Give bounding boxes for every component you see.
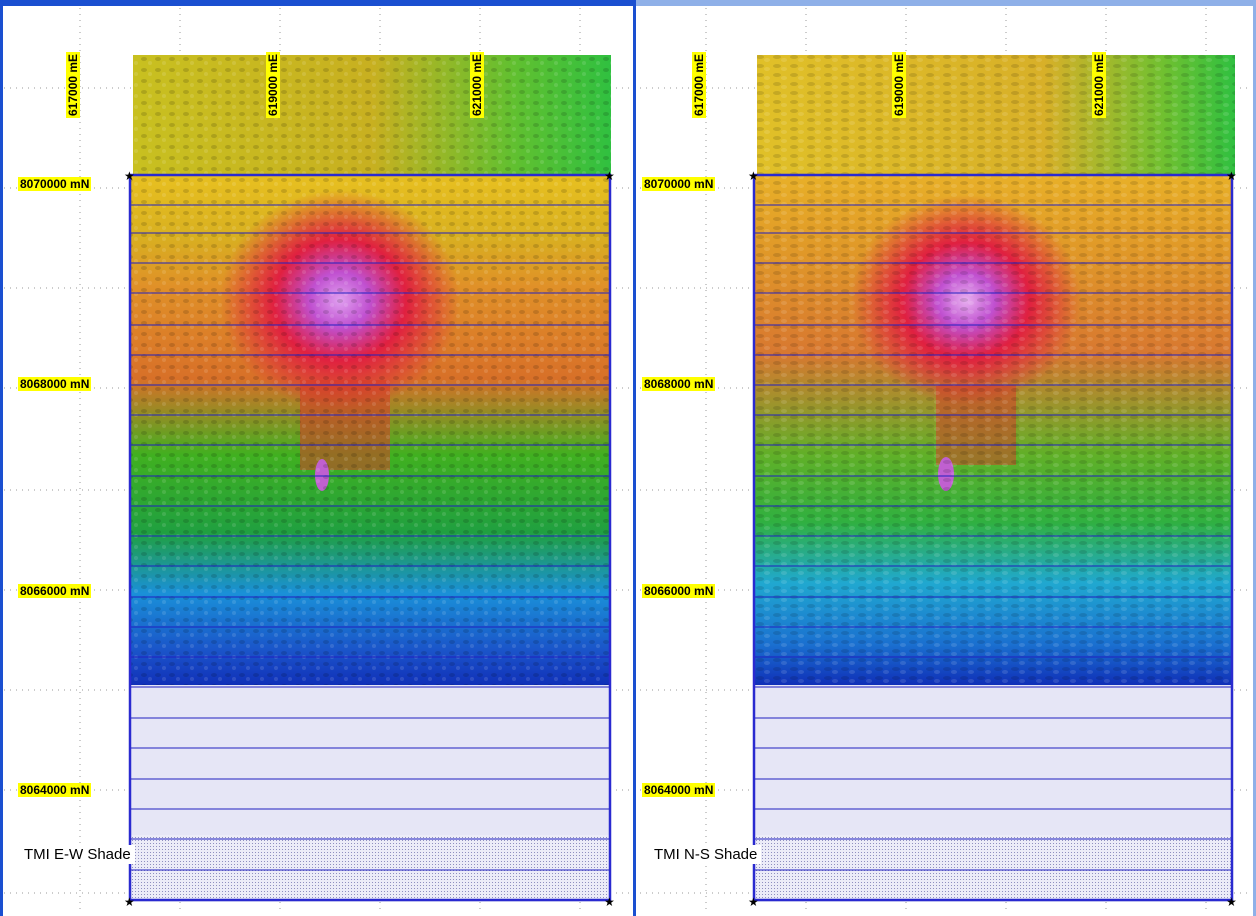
corner-markers: ★ ★ ★ ★ [748, 169, 1237, 909]
map-title: TMI N-S Shade [650, 845, 762, 864]
map-panel-ns-shade[interactable]: ★ ★ ★ ★ 617000 mE 619000 mE 621000 mE 8070… [636, 0, 1256, 916]
x-tick-label: 621000 mE [1092, 51, 1106, 118]
panel-right-border [1253, 0, 1256, 916]
panel-left-border [0, 0, 3, 916]
svg-text:★: ★ [1226, 169, 1237, 183]
map-panel-ew-shade[interactable]: ★ ★ ★ ★ 617000 mE 619000 mE 621000 mE 8070… [0, 0, 636, 916]
x-tick-label: 619000 mE [892, 51, 906, 118]
panel-right-border [633, 0, 636, 916]
map-canvas: ★ ★ ★ ★ [640, 8, 1252, 912]
x-tick-label: 619000 mE [266, 51, 280, 118]
survey-boundary [128, 173, 612, 902]
flight-lines [754, 204, 1232, 871]
svg-text:★: ★ [1226, 895, 1237, 909]
y-tick-label: 8068000 mN [18, 377, 92, 391]
svg-text:★: ★ [748, 169, 759, 183]
x-tick-label: 617000 mE [66, 51, 80, 118]
y-tick-label: 8070000 mN [18, 177, 92, 191]
no-data-area [130, 685, 610, 835]
svg-text:★: ★ [604, 169, 615, 183]
y-tick-label: 8066000 mN [642, 584, 716, 598]
map-canvas: ★ ★ ★ ★ [4, 8, 632, 912]
svg-text:★: ★ [748, 895, 759, 909]
x-tick-label: 621000 mE [470, 51, 484, 118]
panel-top-border [636, 0, 1256, 6]
stippled-area [130, 835, 610, 902]
x-tick-label: 617000 mE [692, 51, 706, 118]
stippled-area [754, 835, 1232, 902]
y-tick-label: 8064000 mN [18, 783, 92, 797]
svg-text:★: ★ [124, 169, 135, 183]
panel-top-border [0, 0, 636, 6]
y-tick-label: 8070000 mN [642, 177, 716, 191]
y-tick-label: 8068000 mN [642, 377, 716, 391]
svg-text:★: ★ [124, 895, 135, 909]
corner-markers: ★ ★ ★ ★ [124, 169, 615, 909]
map-title: TMI E-W Shade [20, 845, 135, 864]
y-tick-label: 8064000 mN [642, 783, 716, 797]
flight-lines [130, 204, 610, 871]
svg-text:★: ★ [604, 895, 615, 909]
no-data-area [754, 685, 1232, 835]
y-tick-label: 8066000 mN [18, 584, 92, 598]
survey-boundary [752, 173, 1234, 902]
